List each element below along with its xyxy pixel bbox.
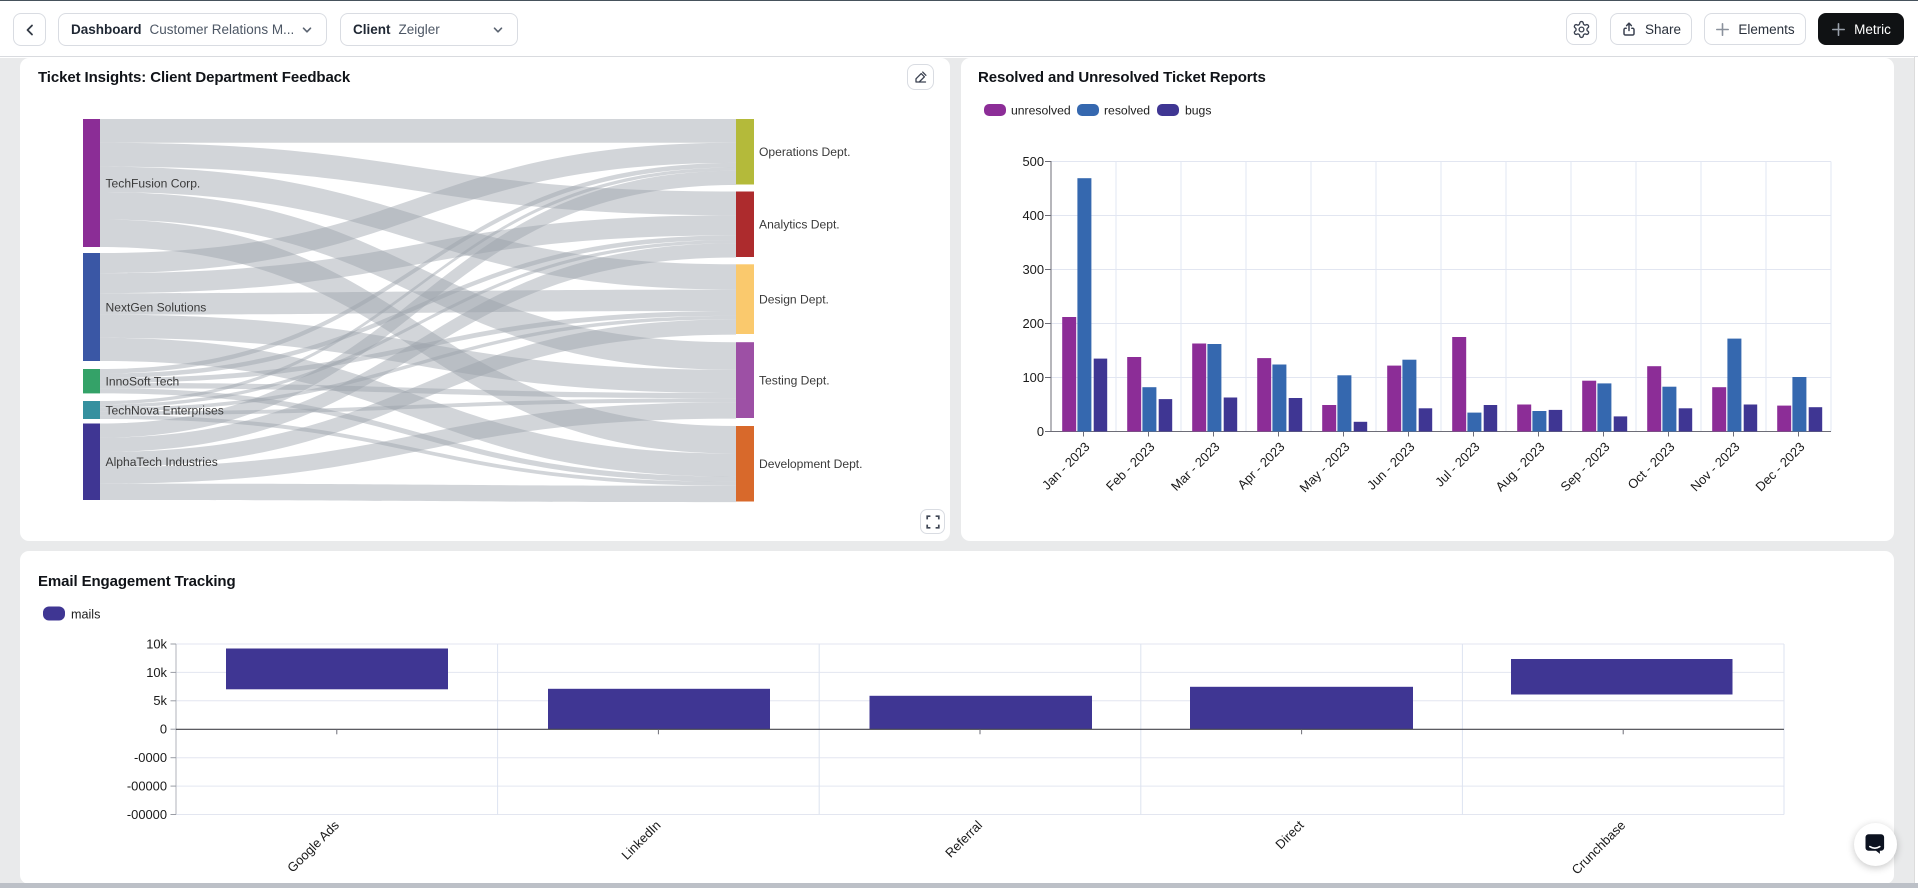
svg-text:May - 2023: May - 2023: [1296, 439, 1352, 495]
svg-text:InnoSoft Tech: InnoSoft Tech: [106, 375, 180, 389]
svg-text:-00000: -00000: [127, 779, 167, 794]
svg-text:TechNova Enterprises: TechNova Enterprises: [106, 403, 224, 417]
svg-text:Development Dept.: Development Dept.: [759, 457, 863, 471]
svg-text:Crunchbase: Crunchbase: [1569, 818, 1629, 878]
svg-text:Direct: Direct: [1272, 817, 1307, 852]
svg-text:Feb - 2023: Feb - 2023: [1103, 439, 1158, 494]
svg-text:Operations Dept.: Operations Dept.: [759, 145, 850, 159]
svg-text:0: 0: [1037, 424, 1044, 439]
svg-text:10k: 10k: [146, 665, 167, 680]
svg-text:300: 300: [1022, 262, 1044, 277]
svg-text:-0000: -0000: [134, 750, 167, 765]
svg-text:10k: 10k: [146, 636, 167, 651]
svg-text:AlphaTech Industries: AlphaTech Industries: [106, 455, 218, 469]
svg-text:bugs: bugs: [1185, 103, 1211, 117]
svg-text:Nov - 2023: Nov - 2023: [1687, 439, 1742, 494]
svg-text:Jun - 2023: Jun - 2023: [1364, 439, 1418, 493]
svg-text:Oct - 2023: Oct - 2023: [1624, 439, 1677, 492]
svg-text:Sep - 2023: Sep - 2023: [1557, 439, 1612, 494]
svg-text:Jan - 2023: Jan - 2023: [1039, 439, 1093, 493]
svg-text:400: 400: [1022, 208, 1044, 223]
svg-text:500: 500: [1022, 154, 1044, 169]
svg-text:0: 0: [160, 722, 167, 737]
svg-text:mails: mails: [71, 607, 100, 621]
svg-text:200: 200: [1022, 316, 1044, 331]
svg-text:Jul - 2023: Jul - 2023: [1432, 439, 1483, 490]
svg-text:Apr - 2023: Apr - 2023: [1234, 439, 1287, 492]
svg-text:Dec - 2023: Dec - 2023: [1752, 439, 1807, 494]
svg-text:unresolved: unresolved: [1011, 103, 1071, 117]
svg-text:Analytics Dept.: Analytics Dept.: [759, 218, 840, 232]
svg-text:TechFusion Corp.: TechFusion Corp.: [106, 176, 201, 190]
svg-text:Aug - 2023: Aug - 2023: [1492, 439, 1547, 494]
svg-text:Google Ads: Google Ads: [284, 818, 342, 876]
svg-text:NextGen Solutions: NextGen Solutions: [106, 300, 207, 314]
svg-text:Testing Dept.: Testing Dept.: [759, 373, 830, 387]
svg-text:LinkedIn: LinkedIn: [618, 818, 663, 863]
svg-text:resolved: resolved: [1104, 103, 1150, 117]
svg-text:-00000: -00000: [127, 807, 167, 822]
svg-text:100: 100: [1022, 370, 1044, 385]
svg-text:Referral: Referral: [942, 818, 985, 861]
svg-text:5k: 5k: [153, 693, 167, 708]
svg-text:Mar - 2023: Mar - 2023: [1168, 439, 1223, 494]
svg-text:Design Dept.: Design Dept.: [759, 292, 829, 306]
